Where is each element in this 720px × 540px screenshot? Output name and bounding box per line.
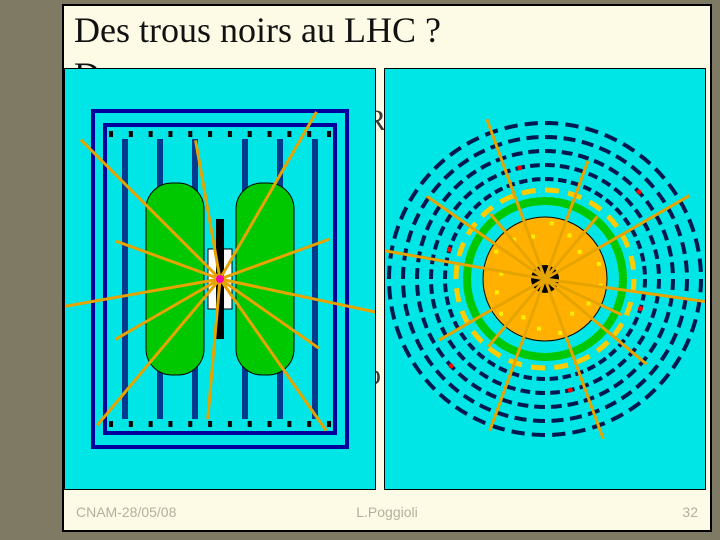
slide-title: Des trous noirs au LHC ? [74, 12, 441, 50]
slide: Des trous noirs au LHC ? D R r o / CNAM-… [0, 0, 720, 540]
slide-inner: Des trous noirs au LHC ? D R r o / CNAM-… [62, 4, 712, 532]
footer-author: L.Poggioli [64, 504, 710, 520]
footer-page: 32 [682, 504, 698, 520]
event-display-transverse [384, 68, 706, 490]
event-display-longitudinal [64, 68, 376, 490]
